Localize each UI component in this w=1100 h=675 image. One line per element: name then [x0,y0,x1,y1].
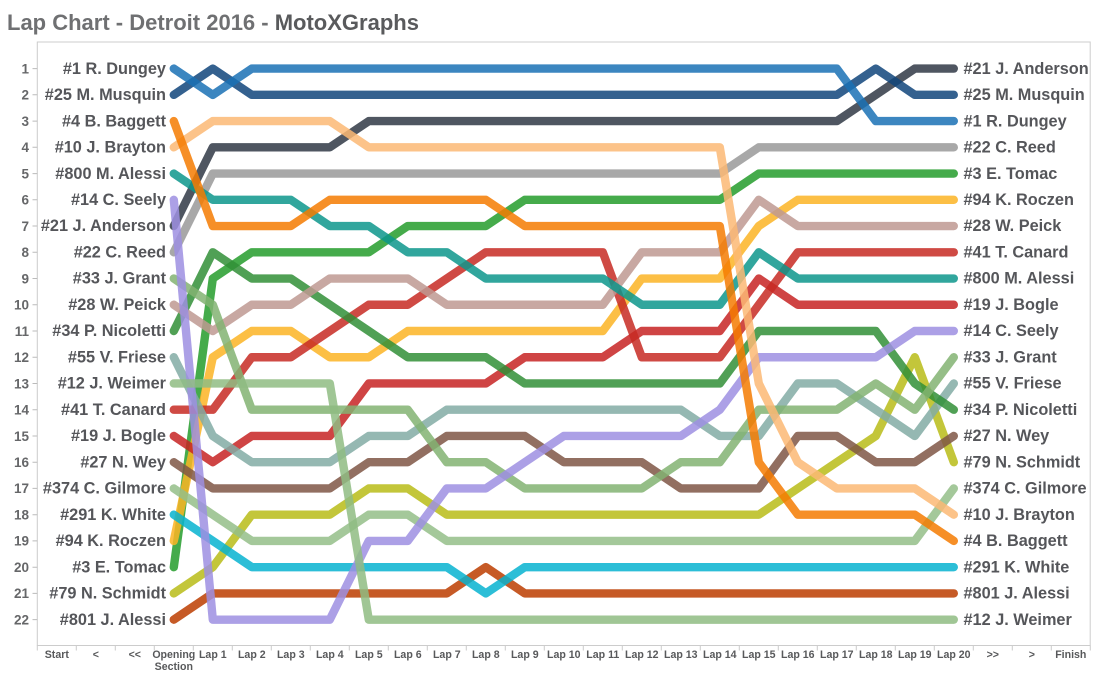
svg-text:#19 J. Bogle: #19 J. Bogle [964,296,1059,314]
svg-text:#19 J. Bogle: #19 J. Bogle [71,427,166,445]
svg-text:#801 J. Alessi: #801 J. Alessi [964,585,1070,603]
svg-text:Lap 11: Lap 11 [586,649,619,661]
svg-text:#4 B. Baggett: #4 B. Baggett [62,112,167,130]
svg-text:#22 C. Reed: #22 C. Reed [74,244,166,262]
svg-text:#33 J. Grant: #33 J. Grant [964,348,1058,366]
svg-text:Lap 19: Lap 19 [898,649,932,661]
svg-text:18: 18 [14,508,30,523]
svg-text:10: 10 [14,298,29,313]
svg-text:#3 E. Tomac: #3 E. Tomac [72,558,166,576]
svg-text:Lap 1: Lap 1 [199,649,227,661]
svg-text:1: 1 [21,61,29,76]
svg-text:#34 P. Nicoletti: #34 P. Nicoletti [964,401,1078,419]
svg-text:16: 16 [14,455,30,470]
svg-text:#1 R. Dungey: #1 R. Dungey [964,112,1067,130]
svg-text:#374 C. Gilmore: #374 C. Gilmore [964,480,1087,498]
svg-text:13: 13 [14,376,30,391]
svg-text:Opening: Opening [152,649,195,661]
svg-text:14: 14 [14,403,30,418]
svg-text:#21 J. Anderson: #21 J. Anderson [41,217,166,235]
svg-text:21: 21 [14,586,30,601]
svg-text:#12 J. Weimer: #12 J. Weimer [58,375,167,393]
svg-text:#800 M. Alessi: #800 M. Alessi [964,270,1075,288]
svg-text:Lap 16: Lap 16 [781,649,815,661]
svg-text:#14 C. Seely: #14 C. Seely [964,322,1059,340]
svg-text:Section: Section [155,661,193,673]
svg-text:#4 B. Baggett: #4 B. Baggett [964,532,1069,550]
svg-text:#34 P. Nicoletti: #34 P. Nicoletti [52,322,166,340]
svg-text:Lap 8: Lap 8 [472,649,500,661]
svg-text:#94 K. Roczen: #94 K. Roczen [56,532,166,550]
svg-text:Lap 4: Lap 4 [316,649,344,661]
svg-text:#79 N. Schmidt: #79 N. Schmidt [964,453,1081,471]
svg-text:Lap 3: Lap 3 [277,649,305,661]
svg-text:Lap 9: Lap 9 [511,649,539,661]
svg-text:#94 K. Roczen: #94 K. Roczen [964,191,1074,209]
svg-text:9: 9 [21,271,29,286]
svg-text:#28 W. Peick: #28 W. Peick [964,217,1063,235]
svg-text:4: 4 [21,140,29,155]
svg-text:2: 2 [21,88,29,103]
svg-text:19: 19 [14,534,29,549]
svg-text:#291 K. White: #291 K. White [60,506,166,524]
svg-text:Lap 18: Lap 18 [859,649,893,661]
svg-text:Finish: Finish [1055,649,1086,661]
svg-text:8: 8 [21,245,29,260]
svg-text:15: 15 [14,429,30,444]
svg-text:#33 J. Grant: #33 J. Grant [73,270,167,288]
svg-text:5: 5 [21,166,29,181]
svg-text:Lap 5: Lap 5 [355,649,383,661]
svg-text:#27 N. Wey: #27 N. Wey [80,453,166,471]
svg-text:Lap 7: Lap 7 [433,649,461,661]
svg-text:Lap 12: Lap 12 [625,649,659,661]
svg-text:Lap 20: Lap 20 [937,649,971,661]
svg-text:#12 J. Weimer: #12 J. Weimer [964,611,1073,629]
svg-text:Lap 10: Lap 10 [547,649,581,661]
svg-text:#800 M. Alessi: #800 M. Alessi [55,165,166,183]
svg-text:#25 M. Musquin: #25 M. Musquin [45,86,166,104]
svg-text:#55 V. Friese: #55 V. Friese [964,375,1062,393]
svg-text:Lap 13: Lap 13 [664,649,698,661]
svg-text:#1 R. Dungey: #1 R. Dungey [63,60,166,78]
svg-text:#27 N. Wey: #27 N. Wey [964,427,1050,445]
svg-text:#41 T. Canard: #41 T. Canard [964,244,1069,262]
svg-text:#25 M. Musquin: #25 M. Musquin [964,86,1085,104]
svg-text:#79 N. Schmidt: #79 N. Schmidt [49,585,166,603]
svg-text:#28 W. Peick: #28 W. Peick [68,296,167,314]
svg-text:#10 J. Brayton: #10 J. Brayton [55,139,166,157]
svg-text:Lap 2: Lap 2 [238,649,266,661]
svg-text:7: 7 [21,219,29,234]
svg-text:Lap 15: Lap 15 [742,649,776,661]
svg-text:>>: >> [987,649,999,661]
svg-text:<<: << [129,649,141,661]
svg-text:#374 C. Gilmore: #374 C. Gilmore [43,480,166,498]
svg-text:#55 V. Friese: #55 V. Friese [68,348,166,366]
svg-text:17: 17 [14,481,29,496]
svg-text:>: > [1029,649,1035,661]
svg-text:12: 12 [14,350,29,365]
svg-text:Start: Start [45,649,70,661]
svg-text:11: 11 [15,324,30,339]
svg-text:#14 C. Seely: #14 C. Seely [71,191,166,209]
svg-text:22: 22 [14,612,29,627]
svg-text:20: 20 [14,560,29,575]
svg-text:#3 E. Tomac: #3 E. Tomac [964,165,1058,183]
svg-text:Lap 17: Lap 17 [820,649,854,661]
svg-text:Lap 6: Lap 6 [394,649,422,661]
svg-text:#801 J. Alessi: #801 J. Alessi [60,611,166,629]
svg-text:#21 J. Anderson: #21 J. Anderson [964,60,1089,78]
svg-text:Lap Chart - Detroit 2016 - Mot: Lap Chart - Detroit 2016 - MotoXGraphs [7,10,419,35]
svg-text:Lap 14: Lap 14 [703,649,737,661]
svg-text:#22 C. Reed: #22 C. Reed [964,139,1056,157]
svg-text:#291 K. White: #291 K. White [964,558,1070,576]
svg-text:#41 T. Canard: #41 T. Canard [61,401,166,419]
svg-text:<: < [93,649,99,661]
svg-text:#10 J. Brayton: #10 J. Brayton [964,506,1075,524]
svg-text:3: 3 [21,114,29,129]
svg-text:6: 6 [21,193,29,208]
